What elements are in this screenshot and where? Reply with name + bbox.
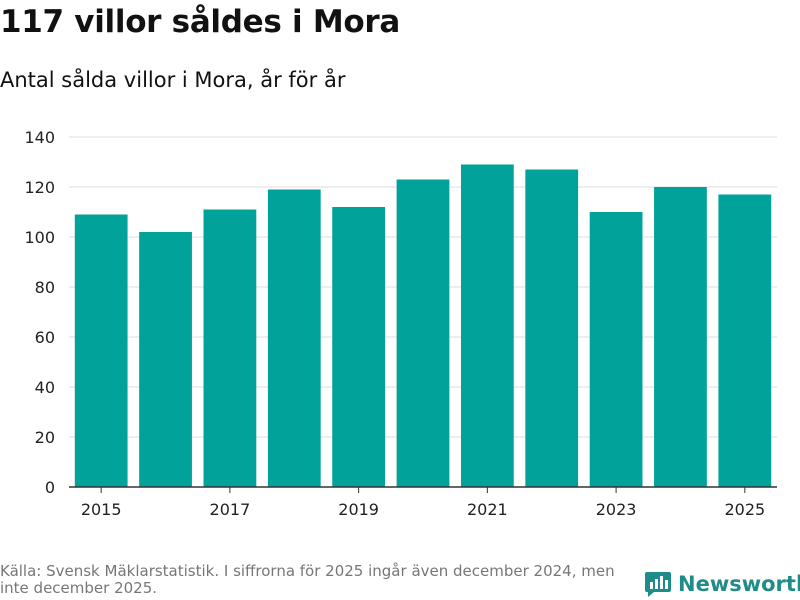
bar-2018 (267, 189, 321, 487)
y-tick-label: 80 (35, 278, 55, 297)
y-tick-label: 60 (35, 328, 55, 347)
y-tick-label: 20 (35, 428, 55, 447)
y-tick-label: 120 (24, 178, 55, 197)
x-tick-label: 2017 (210, 500, 251, 519)
y-tick-label: 100 (24, 228, 55, 247)
bar-2016 (139, 232, 192, 487)
x-axis (69, 486, 777, 493)
x-tick-label: 2019 (338, 500, 379, 519)
bar-2024 (654, 187, 707, 487)
x-tick-label: 2023 (596, 500, 637, 519)
brand-name: Newsworthy (678, 572, 800, 596)
source-note: Källa: Svensk Mäklarstatistik. I siffror… (0, 562, 615, 597)
x-tick-label: 2015 (81, 500, 122, 519)
bar-2020 (396, 179, 450, 487)
y-tick-label: 40 (35, 378, 55, 397)
bar-2015 (74, 214, 128, 487)
bar-2022 (525, 169, 579, 487)
bar-2021 (460, 164, 514, 487)
x-axis-tick-labels: 2015 2017 2019 2021 2023 2025 (81, 500, 765, 519)
x-tick-label: 2025 (724, 500, 765, 519)
bar-2025 (718, 194, 772, 487)
bar-2019 (332, 207, 386, 487)
bar-2017 (203, 209, 257, 487)
bar-2023 (589, 212, 643, 487)
brand-logo: Newsworthy (644, 568, 800, 600)
y-tick-label: 0 (45, 478, 55, 497)
y-tick-label: 140 (24, 128, 55, 147)
y-axis-tick-labels: 0 20 40 60 80 100 120 140 (24, 128, 55, 497)
chart-subtitle: Antal sålda villor i Mora, år för år (0, 68, 346, 92)
newsworthy-logo-icon (645, 572, 671, 597)
chart-title: 117 villor såldes i Mora (0, 4, 400, 40)
bars (74, 164, 772, 487)
x-tick-label: 2021 (467, 500, 508, 519)
